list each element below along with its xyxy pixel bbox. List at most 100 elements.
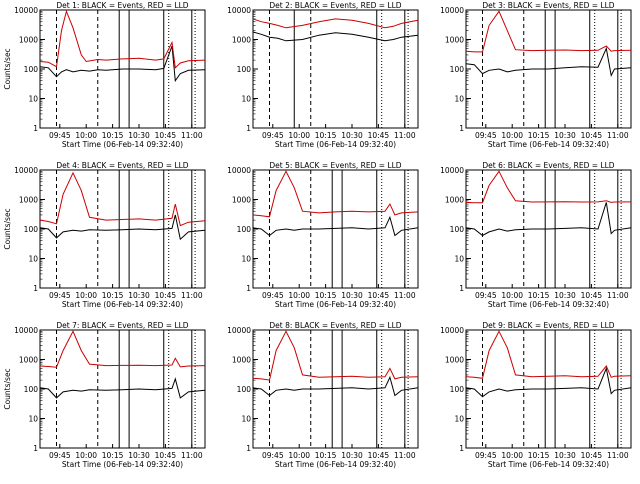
x-axis-label: Start Time (06-Feb-14 09:32:40) (275, 300, 396, 309)
series-line-events (252, 375, 419, 397)
x-tick-label: 10:00 (75, 291, 97, 300)
plot-title: Det 1: BLACK = Events, RED = LLD (56, 1, 188, 10)
y-tick-label: 10 (241, 255, 251, 264)
x-tick-label: 10:00 (75, 131, 97, 140)
y-tick-label: 1 (246, 124, 251, 133)
plot-title: Det 8: BLACK = Events, RED = LLD (269, 321, 401, 330)
y-tick-label: 1000 (232, 356, 251, 365)
x-tick-label: 09:45 (49, 131, 71, 140)
x-tick-label: 11:00 (394, 451, 416, 460)
series-line-events (465, 46, 632, 78)
y-tick-label: 10000 (440, 326, 464, 335)
series-line-lld (252, 18, 419, 29)
x-tick-label: 10:15 (315, 291, 337, 300)
y-tick-label: 100 (24, 65, 39, 74)
x-tick-label: 10:30 (341, 291, 363, 300)
x-tick-label: 10:00 (501, 451, 523, 460)
y-tick-label: 1 (246, 444, 251, 453)
x-tick-label: 10:00 (75, 451, 97, 460)
y-tick-label: 1 (33, 124, 38, 133)
series-line-events (39, 45, 206, 83)
series-line-lld (39, 330, 206, 368)
series-line-events (252, 31, 419, 42)
y-tick-label: 10000 (14, 166, 38, 175)
y-tick-label: 1000 (445, 356, 464, 365)
series-line-events (465, 366, 632, 398)
y-tick-label: 10 (241, 95, 251, 104)
x-tick-label: 10:45 (581, 291, 603, 300)
x-tick-label: 10:15 (315, 451, 337, 460)
plot-frame (252, 9, 419, 129)
y-tick-label: 1000 (445, 36, 464, 45)
x-axis-label: Start Time (06-Feb-14 09:32:40) (488, 300, 609, 309)
y-axis-label: Counts/sec (3, 368, 12, 409)
y-tick-label: 10 (454, 415, 464, 424)
plot-title: Det 3: BLACK = Events, RED = LLD (482, 1, 614, 10)
x-tick-label: 10:45 (155, 291, 177, 300)
y-tick-label: 1000 (232, 196, 251, 205)
x-tick-label: 10:00 (288, 291, 310, 300)
x-axis-label: Start Time (06-Feb-14 09:32:40) (275, 140, 396, 149)
y-tick-label: 100 (24, 225, 39, 234)
x-axis-label: Start Time (06-Feb-14 09:32:40) (62, 300, 183, 309)
y-tick-label: 1000 (445, 196, 464, 205)
x-tick-label: 10:15 (528, 131, 550, 140)
x-tick-label: 11:00 (607, 291, 629, 300)
series-line-events (252, 215, 419, 237)
x-tick-label: 10:15 (528, 451, 550, 460)
y-tick-label: 100 (450, 225, 465, 234)
y-tick-label: 100 (237, 65, 252, 74)
x-tick-label: 10:00 (288, 131, 310, 140)
y-tick-label: 100 (450, 385, 465, 394)
series-line-lld (465, 170, 632, 204)
series-line-lld (252, 330, 419, 381)
x-tick-label: 10:15 (102, 291, 124, 300)
x-tick-label: 11:00 (607, 131, 629, 140)
x-tick-label: 09:45 (49, 291, 71, 300)
series-line-lld (252, 170, 419, 218)
x-tick-label: 11:00 (181, 451, 203, 460)
x-tick-label: 09:45 (262, 451, 284, 460)
plot-title: Det 4: BLACK = Events, RED = LLD (56, 161, 188, 170)
y-tick-label: 10 (454, 255, 464, 264)
x-tick-label: 10:45 (368, 291, 390, 300)
series-line-events (39, 214, 206, 241)
y-tick-label: 100 (237, 385, 252, 394)
x-axis-label: Start Time (06-Feb-14 09:32:40) (62, 460, 183, 469)
x-tick-label: 09:45 (475, 451, 497, 460)
x-tick-label: 10:15 (528, 291, 550, 300)
y-tick-label: 1000 (19, 356, 38, 365)
plot-title: Det 5: BLACK = Events, RED = LLD (269, 161, 401, 170)
x-tick-label: 11:00 (394, 291, 416, 300)
x-tick-label: 10:15 (315, 131, 337, 140)
x-tick-label: 11:00 (181, 291, 203, 300)
y-tick-label: 100 (237, 225, 252, 234)
y-tick-label: 1000 (232, 36, 251, 45)
y-tick-label: 10000 (227, 326, 251, 335)
y-tick-label: 10000 (14, 326, 38, 335)
x-tick-label: 10:45 (581, 451, 603, 460)
plot-title: Det 6: BLACK = Events, RED = LLD (482, 161, 614, 170)
x-axis-label: Start Time (06-Feb-14 09:32:40) (488, 140, 609, 149)
x-tick-label: 10:00 (501, 131, 523, 140)
x-tick-label: 10:00 (501, 291, 523, 300)
x-tick-label: 10:45 (368, 131, 390, 140)
y-tick-label: 1 (246, 284, 251, 293)
x-tick-label: 11:00 (607, 451, 629, 460)
x-tick-label: 10:30 (554, 291, 576, 300)
y-tick-label: 10000 (227, 6, 251, 15)
series-line-lld (465, 10, 632, 53)
y-tick-label: 1 (459, 444, 464, 453)
y-tick-label: 1 (459, 124, 464, 133)
x-tick-label: 09:45 (475, 291, 497, 300)
x-tick-label: 10:15 (102, 131, 124, 140)
x-tick-label: 10:45 (581, 131, 603, 140)
x-tick-label: 10:45 (155, 451, 177, 460)
x-axis-label: Start Time (06-Feb-14 09:32:40) (62, 140, 183, 149)
plot-title: Det 2: BLACK = Events, RED = LLD (269, 1, 401, 10)
x-tick-label: 09:45 (262, 131, 284, 140)
x-axis-label: Start Time (06-Feb-14 09:32:40) (275, 460, 396, 469)
x-tick-label: 10:30 (341, 451, 363, 460)
x-tick-label: 09:45 (49, 451, 71, 460)
